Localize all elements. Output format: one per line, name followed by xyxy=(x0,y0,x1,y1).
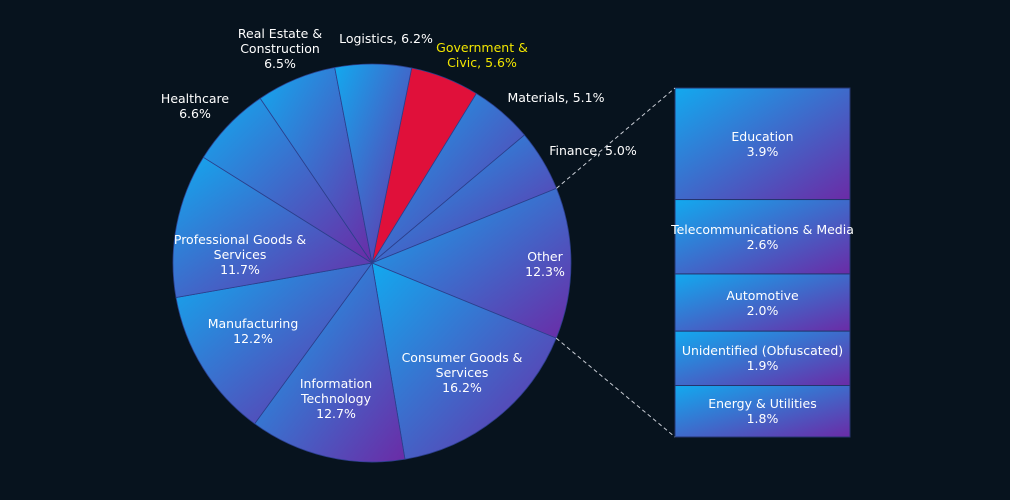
label-part: , xyxy=(393,30,402,46)
label-box: Materials, 5.1% xyxy=(486,67,626,127)
bar-segment xyxy=(674,273,851,332)
label-text: Materials, 5.1% xyxy=(507,90,604,105)
label-text: Logistics, 6.2% xyxy=(339,31,433,46)
label-part: 2.0% xyxy=(746,302,779,318)
label-text: Other 12.3% xyxy=(525,249,565,279)
label-part: 5.0% xyxy=(605,142,637,158)
label-part: 6.2% xyxy=(401,30,433,46)
label-text: Finance, 5.0% xyxy=(549,143,637,158)
label-text: Information Technology 12.7% xyxy=(286,376,386,421)
label-part: 6.5% xyxy=(264,55,296,71)
pie-slice xyxy=(334,63,413,264)
label-box: Finance, 5.0% xyxy=(523,120,663,180)
label-box: Telecommunications & Media 2.6% xyxy=(670,207,855,267)
label-box: Healthcare 6.6% xyxy=(145,76,245,136)
label-text: Consumer Goods & Services 16.2% xyxy=(392,350,532,395)
label-text: Real Estate & Construction 6.5% xyxy=(230,26,330,71)
label-part: Materials xyxy=(507,89,565,105)
label-part: 5.1% xyxy=(572,89,605,105)
pie-slice xyxy=(370,187,572,339)
label-box: Automotive 2.0% xyxy=(670,273,855,333)
label-box: Information Technology 12.7% xyxy=(286,368,386,428)
label-part: Information Technology xyxy=(299,375,373,406)
bar-segment xyxy=(674,87,851,201)
label-text: Manufacturing 12.2% xyxy=(208,316,299,346)
label-part: Consumer Goods & Services xyxy=(401,349,523,380)
label-text: Professional Goods & Services 11.7% xyxy=(173,232,308,277)
label-part: 3.9% xyxy=(746,143,779,159)
label-box: Government & Civic, 5.6% xyxy=(426,25,538,85)
pie-slice xyxy=(175,262,373,425)
label-part: 5.6% xyxy=(485,55,517,70)
label-part: Government & Civic xyxy=(436,40,528,70)
label-part: 2.6% xyxy=(746,236,779,252)
label-part: Healthcare xyxy=(160,91,230,106)
data-label: Unidentified (Obfuscated)1.9% xyxy=(670,328,855,388)
label-part: Education xyxy=(731,128,794,144)
label-part: Manufacturing xyxy=(207,316,299,331)
label-part: Energy & Utilities xyxy=(708,396,817,412)
label-part: , xyxy=(477,55,486,70)
label-box: Professional Goods & Services 11.7% xyxy=(173,224,308,284)
label-part: Real Estate & Construction xyxy=(237,25,323,56)
label-part: , xyxy=(597,143,605,158)
label-text: Automotive 2.0% xyxy=(726,288,798,318)
label-box: Manufacturing 12.2% xyxy=(188,301,318,361)
label-box: Consumer Goods & Services 16.2% xyxy=(392,342,532,402)
label-part: Professional Goods & Services xyxy=(173,231,307,262)
label-part: 12.2% xyxy=(233,331,273,346)
label-box: Other 12.3% xyxy=(510,234,580,294)
label-text: Government & Civic, 5.6% xyxy=(426,40,538,70)
label-part: 1.9% xyxy=(746,358,779,374)
label-box: Education 3.9% xyxy=(670,114,855,174)
pie-slice xyxy=(172,156,374,298)
data-label: Logistics, 6.2% xyxy=(316,8,456,68)
pie-slice xyxy=(254,261,406,463)
bar-segment xyxy=(674,199,851,275)
label-part: Automotive xyxy=(726,287,799,303)
data-label: Materials, 5.1% xyxy=(486,67,626,127)
label-text: Energy & Utilities 1.8% xyxy=(708,396,817,426)
pie-slice xyxy=(371,262,557,460)
label-part: 11.7% xyxy=(220,261,260,277)
label-text: Healthcare 6.6% xyxy=(161,91,229,121)
label-box: Unidentified (Obfuscated) 1.9% xyxy=(670,328,855,388)
label-box: Logistics, 6.2% xyxy=(316,8,456,68)
label-part: , xyxy=(564,89,573,105)
label-part: Telecommunications & Media xyxy=(671,221,854,237)
label-part: 16.2% xyxy=(442,379,482,395)
label-box: Energy & Utilities 1.8% xyxy=(670,381,855,441)
label-part: Other xyxy=(527,249,563,264)
label-part: 12.3% xyxy=(525,264,565,279)
data-label: Government & Civic, 5.6% xyxy=(426,25,538,85)
label-part: 12.7% xyxy=(316,405,356,421)
connector xyxy=(556,87,676,189)
label-box: Real Estate & Construction 6.5% xyxy=(230,18,330,78)
label-part: 1.8% xyxy=(746,411,779,427)
bar-segment xyxy=(674,385,851,438)
label-part: Finance xyxy=(549,142,598,158)
label-text: Telecommunications & Media 2.6% xyxy=(671,222,854,252)
label-text: Unidentified (Obfuscated) 1.9% xyxy=(682,343,843,373)
label-text: Education 3.9% xyxy=(731,129,793,159)
data-label: Finance, 5.0% xyxy=(523,120,663,180)
label-part: Unidentified (Obfuscated) xyxy=(681,343,844,359)
label-part: 6.6% xyxy=(179,106,211,121)
bar-segment xyxy=(674,330,851,387)
connector xyxy=(555,337,676,438)
label-part: Logistics xyxy=(339,30,394,46)
